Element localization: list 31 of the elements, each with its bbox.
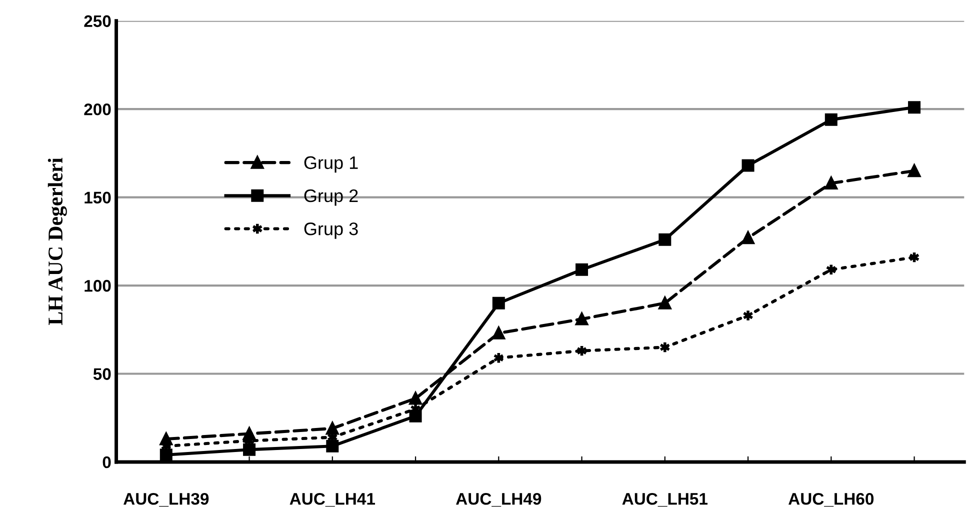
point	[824, 113, 838, 126]
y-tick-label: 100	[84, 280, 111, 292]
legend-label: Grup 2	[304, 189, 358, 206]
point	[326, 422, 339, 435]
x-tick-label: AUC_LH49	[456, 492, 542, 507]
point	[576, 263, 588, 276]
legend-label: Grup 3	[304, 222, 358, 239]
point	[492, 296, 505, 310]
y-tick-label: 0	[102, 456, 111, 468]
point	[824, 176, 838, 190]
x-tick-label: AUC_LH60	[788, 492, 874, 507]
point	[576, 312, 588, 326]
point	[658, 296, 672, 310]
y-axis-title: LH AUC Degerleri	[48, 158, 67, 325]
y-tick-label: 150	[84, 192, 111, 204]
x-tick-label: AUC_LH51	[622, 492, 708, 507]
x-tick-label: AUC_LH41	[290, 492, 376, 507]
point	[658, 233, 672, 246]
y-tick-label: 200	[84, 104, 111, 116]
point	[908, 164, 921, 178]
point	[492, 326, 505, 340]
point	[243, 443, 256, 456]
x-tick-label: AUC_LH39	[124, 492, 209, 507]
point	[160, 448, 172, 462]
point	[409, 392, 422, 405]
y-tick-label: 50	[93, 368, 111, 380]
legend-label: Grup 1	[304, 156, 358, 173]
y-tick-label: 250	[84, 15, 111, 28]
point	[742, 159, 754, 172]
point	[908, 101, 921, 114]
point	[326, 440, 339, 452]
